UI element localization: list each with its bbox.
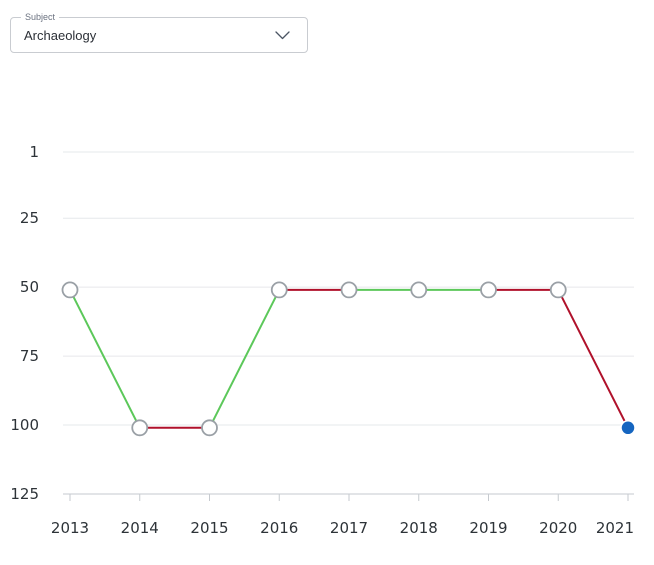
- y-tick-label: 75: [20, 347, 39, 365]
- subject-select-label: Subject: [21, 10, 60, 24]
- x-tick-label: 2016: [260, 519, 298, 537]
- data-point[interactable]: [270, 281, 288, 299]
- x-tick-label: 2015: [190, 519, 228, 537]
- point-layer: [61, 281, 636, 437]
- data-point[interactable]: [201, 419, 218, 437]
- subject-select[interactable]: Subject Archaeology: [10, 10, 308, 53]
- series-line-segment: [69, 288, 141, 429]
- line-layer: [69, 288, 629, 429]
- y-tick-label: 125: [10, 485, 39, 503]
- series-line-segment: [557, 288, 629, 429]
- axis-layer: [63, 493, 634, 501]
- data-point[interactable]: [549, 281, 567, 299]
- x-tick-label: 2018: [400, 519, 438, 537]
- x-tick-label: 2020: [539, 519, 577, 537]
- data-point[interactable]: [480, 281, 497, 299]
- y-tick-label: 25: [20, 209, 39, 227]
- data-point[interactable]: [340, 281, 358, 299]
- y-tick-label: 1: [29, 143, 39, 161]
- data-point[interactable]: [61, 281, 79, 299]
- x-tick-label: 2019: [469, 519, 507, 537]
- x-tick-label: 2017: [330, 519, 368, 537]
- y-tick-label: 100: [10, 416, 39, 434]
- x-tick-label: 2014: [121, 519, 159, 537]
- rank-line-chart: 1 25 50 75 100 125 2013 2014 2015 2016 2017 2018 201…: [0, 140, 654, 565]
- y-tick-label: 50: [20, 278, 39, 296]
- series-line-segment: [208, 288, 281, 429]
- chevron-down-icon: [275, 31, 290, 40]
- subject-select-value: Archaeology: [24, 28, 97, 43]
- data-point[interactable]: [410, 281, 428, 299]
- x-tick-label: 2013: [51, 519, 89, 537]
- data-point-selected[interactable]: [620, 420, 636, 436]
- x-tick-label: 2021: [596, 519, 634, 537]
- data-point[interactable]: [131, 419, 149, 437]
